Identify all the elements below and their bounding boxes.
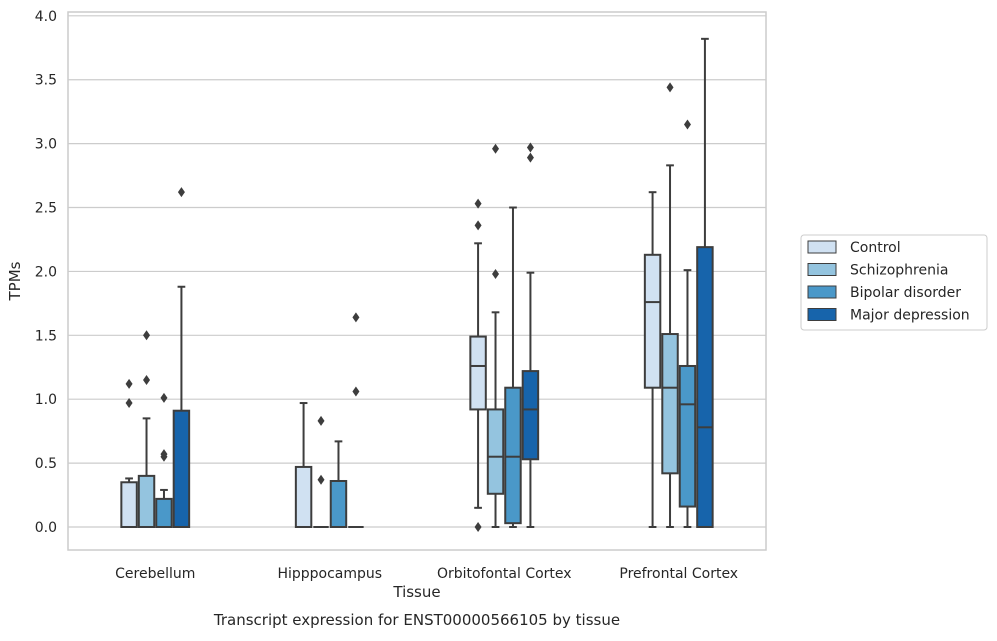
y-tick-label: 3.5 xyxy=(35,73,57,89)
box-bipolar-disorder xyxy=(155,392,173,528)
outlier-point xyxy=(177,187,185,198)
box-body xyxy=(661,333,679,475)
box-schizophrenia xyxy=(486,143,505,528)
box-major-depression xyxy=(696,37,714,528)
y-axis-label: TPMs xyxy=(6,261,24,301)
box-body xyxy=(155,497,173,528)
box-body xyxy=(172,409,191,528)
outlier-point xyxy=(683,119,691,130)
y-tick-label: 0.5 xyxy=(35,456,57,472)
legend-swatch xyxy=(807,308,837,321)
x-axis-label: Tissue xyxy=(392,583,440,601)
box-body xyxy=(521,370,540,461)
outlier-point xyxy=(125,398,133,409)
box-body xyxy=(469,335,487,411)
box-bipolar-disorder xyxy=(329,440,348,528)
outlier-point xyxy=(474,220,482,231)
outlier-point xyxy=(317,415,325,426)
x-tick-label: Prefrontal Cortex xyxy=(619,566,738,582)
box-major-depression xyxy=(521,142,540,528)
legend-frame xyxy=(800,234,988,331)
y-tick-label: 4.0 xyxy=(35,9,57,25)
legend-swatch xyxy=(807,240,837,254)
outlier-point xyxy=(143,375,151,386)
box-major-depression xyxy=(348,312,364,528)
legend-swatch xyxy=(807,263,837,276)
box-schizophrenia xyxy=(313,415,329,528)
box-body xyxy=(504,386,522,525)
box-body xyxy=(696,246,714,528)
y-tick-labels: 0.0 0.5 1.0 1.5 2.0 2.5 3.0 3.5 4.0 xyxy=(35,9,57,536)
outlier-point xyxy=(160,449,168,460)
outlier-point xyxy=(143,330,151,341)
box-body xyxy=(137,474,156,528)
outlier-point xyxy=(352,386,360,397)
legend-label: Bipolar disorder xyxy=(850,285,961,301)
box-schizophrenia xyxy=(137,330,156,528)
box-control xyxy=(643,191,662,528)
outlier-point xyxy=(160,392,168,403)
outlier-point xyxy=(474,521,482,532)
box-control xyxy=(469,198,487,532)
box-schizophrenia xyxy=(661,82,679,528)
legend-swatch xyxy=(807,285,837,299)
plot-area-frame xyxy=(67,11,767,551)
box-control xyxy=(120,378,138,528)
outlier-point xyxy=(492,143,500,154)
x-tick-label: Orbitofontal Cortex xyxy=(437,566,572,582)
outlier-point xyxy=(474,198,482,209)
legend: Control Schizophrenia Bipolar disorder Majo… xyxy=(800,234,988,331)
box-body xyxy=(294,465,313,528)
box-major-depression xyxy=(172,187,191,528)
legend-label: Major depression xyxy=(850,308,970,324)
box-bipolar-disorder xyxy=(504,206,522,528)
outlier-point xyxy=(526,152,534,163)
box-body xyxy=(120,481,138,528)
outlier-point xyxy=(317,474,325,485)
box-groups xyxy=(120,37,714,532)
y-tick-label: 2.5 xyxy=(35,201,57,217)
y-tick-label: 1.0 xyxy=(35,392,57,408)
outlier-point xyxy=(492,268,500,279)
box-body xyxy=(643,253,662,389)
box-body xyxy=(329,479,348,528)
outlier-point xyxy=(666,82,674,93)
legend-label: Control xyxy=(850,240,901,256)
box-control xyxy=(294,402,313,528)
y-tick-label: 0.0 xyxy=(35,520,57,536)
x-tick-label: Cerebellum xyxy=(115,566,195,582)
x-tick-labels: Cerebellum Hipppocampus Orbitofontal Corte… xyxy=(115,566,738,582)
outlier-point xyxy=(526,142,534,153)
box-body xyxy=(486,408,505,495)
outlier-point xyxy=(125,378,133,389)
chart-caption: Transcript expression for ENST0000056610… xyxy=(213,611,620,629)
outlier-point xyxy=(352,312,360,323)
legend-label: Schizophrenia xyxy=(850,263,948,279)
x-tick-label: Hipppocampus xyxy=(277,566,382,582)
y-tick-label: 1.5 xyxy=(35,328,57,344)
y-tick-label: 2.0 xyxy=(35,264,57,280)
box-body xyxy=(678,364,697,508)
box-bipolar-disorder xyxy=(678,119,697,528)
y-tick-label: 3.0 xyxy=(35,137,57,153)
